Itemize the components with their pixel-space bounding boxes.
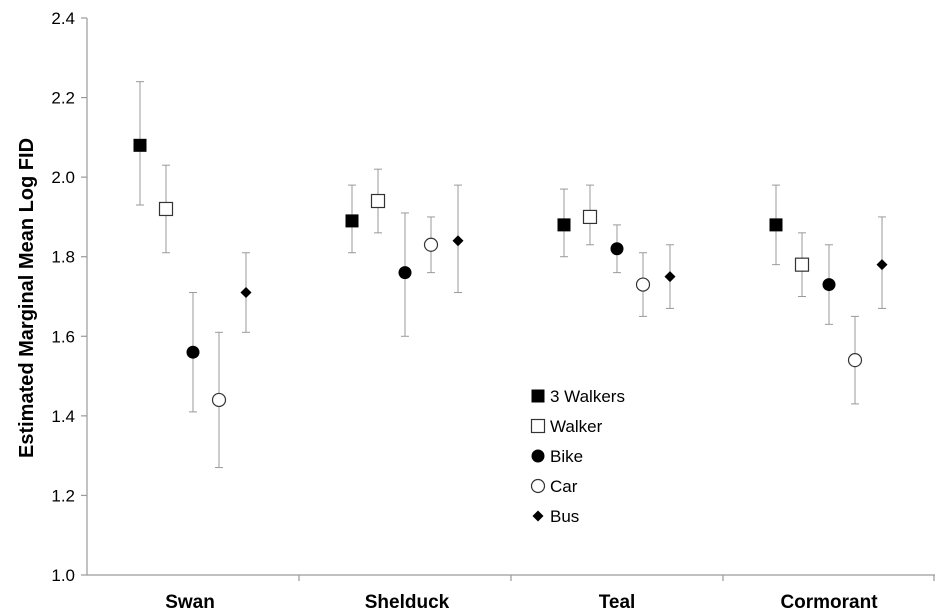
point-bike xyxy=(186,345,200,359)
point-walker xyxy=(794,257,810,272)
point-car xyxy=(211,392,227,408)
point-bike xyxy=(822,278,836,292)
legend-marker-walker xyxy=(530,418,546,434)
point-3-walkers xyxy=(133,138,147,152)
point-bus xyxy=(452,235,464,247)
point-bus xyxy=(664,271,676,283)
x-axis-categories: Swan Shelduck Teal Cormorant xyxy=(165,575,935,612)
point-bus xyxy=(240,287,252,299)
point-car xyxy=(635,277,651,292)
legend-marker-bike xyxy=(531,449,545,463)
y-tick-label: 1.8 xyxy=(51,248,75,267)
point-walker xyxy=(370,193,386,209)
legend-label-bike: Bike xyxy=(550,447,583,466)
point-3-walkers xyxy=(769,218,783,232)
point-bike xyxy=(610,242,624,256)
point-walker xyxy=(582,209,598,225)
legend-label-walker: Walker xyxy=(550,417,603,436)
point-car xyxy=(847,353,863,368)
y-tick-label: 1.6 xyxy=(51,327,75,346)
category-label: Swan xyxy=(165,592,215,612)
legend-label-bus: Bus xyxy=(550,507,579,526)
legend: 3 Walkers Walker Bike Car Bus xyxy=(530,387,625,526)
point-3-walkers xyxy=(345,214,359,228)
legend-label-3-walkers: 3 Walkers xyxy=(550,387,625,406)
category-label: Cormorant xyxy=(780,592,878,612)
category-label: Shelduck xyxy=(365,592,450,612)
legend-marker-car xyxy=(530,478,546,494)
legend-label-car: Car xyxy=(550,477,578,496)
point-bike xyxy=(398,266,412,280)
legend-marker-3-walkers xyxy=(531,389,545,403)
y-tick-label: 2.2 xyxy=(51,89,75,108)
category-label: Teal xyxy=(599,592,636,612)
point-bus xyxy=(876,259,888,271)
y-tick-label: 2.0 xyxy=(51,168,75,187)
y-axis-ticks: 1.0 1.2 1.4 1.6 1.8 2.0 2.2 2.4 xyxy=(51,9,87,585)
error-bars xyxy=(136,81,886,469)
y-tick-label: 2.4 xyxy=(51,9,75,28)
y-tick-label: 1.4 xyxy=(51,407,75,426)
data-points xyxy=(133,138,888,408)
point-car xyxy=(423,237,439,252)
legend-marker-bus xyxy=(532,510,544,522)
y-tick-label: 1.0 xyxy=(51,566,75,585)
point-3-walkers xyxy=(557,218,571,232)
point-walker xyxy=(158,201,174,217)
y-axis-label: Estimated Marginal Mean Log FID xyxy=(16,138,38,458)
axes xyxy=(86,18,935,576)
y-tick-label: 1.2 xyxy=(51,486,75,505)
